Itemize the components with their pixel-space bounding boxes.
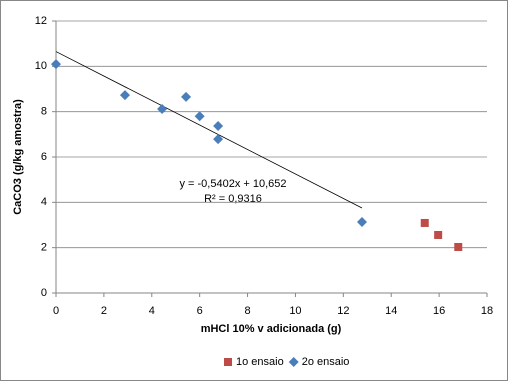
x-tick-label: 0 (53, 305, 59, 317)
legend-label: 2o ensaio (302, 356, 350, 368)
trendline (55, 51, 363, 209)
legend-marker (224, 358, 232, 366)
y-tick-label: 6 (41, 151, 47, 163)
legend-label: 1o ensaio (236, 356, 284, 368)
y-axis-title: CaCO3 (g/kg amostra) (12, 99, 24, 215)
y-tick-label: 8 (41, 106, 47, 118)
x-tick-label: 10 (289, 305, 301, 317)
x-tick-label: 14 (385, 305, 397, 317)
trend-r2: R² = 0,9316 (204, 193, 262, 205)
point (181, 91, 192, 102)
y-tick-label: 12 (35, 15, 47, 27)
legend-marker (288, 357, 299, 367)
point (51, 59, 61, 70)
point (213, 134, 224, 145)
x-tick-label: 8 (244, 305, 250, 317)
point (194, 111, 205, 122)
y-tick-label: 10 (35, 60, 47, 72)
x-tick-label: 18 (481, 305, 493, 317)
y-tick-label: 2 (41, 242, 47, 254)
point (157, 103, 168, 114)
point (454, 242, 463, 251)
point (213, 120, 224, 131)
point (420, 218, 429, 227)
point (119, 90, 130, 101)
y-tick-label: 0 (41, 287, 47, 299)
trend-equation: y = -0,5402x + 10,652 (179, 178, 286, 190)
x-axis-title: mHCl 10% v adicionada (g) (201, 323, 342, 335)
x-tick-label: 12 (337, 305, 349, 317)
point (357, 217, 368, 228)
x-tick-label: 4 (149, 305, 155, 317)
y-tick-label: 4 (41, 196, 47, 208)
x-tick-label: 16 (433, 305, 445, 317)
x-tick-label: 2 (101, 305, 107, 317)
point (434, 230, 443, 239)
x-tick-label: 6 (197, 305, 203, 317)
